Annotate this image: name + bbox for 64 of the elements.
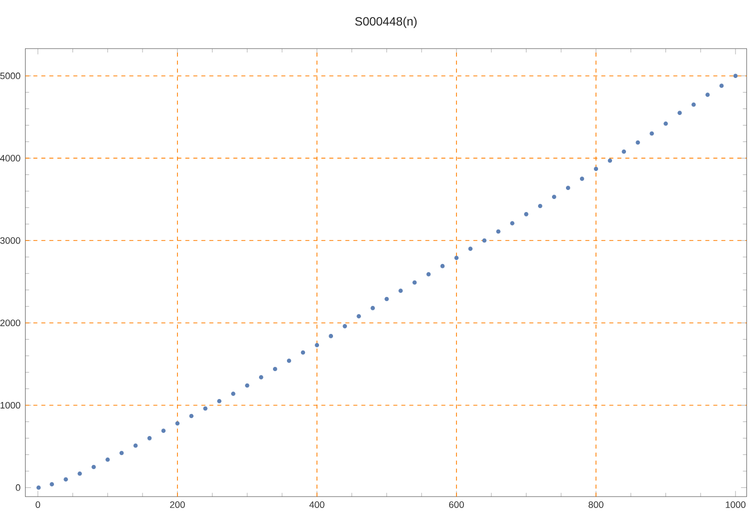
point	[78, 471, 82, 476]
point	[454, 256, 459, 260]
point	[272, 366, 278, 372]
y-tick-label: 2000	[0, 320, 20, 326]
point	[426, 272, 431, 276]
point	[678, 110, 682, 116]
x-tick-label: 1000	[726, 501, 746, 508]
x-tick-label: 0	[36, 501, 40, 508]
point	[147, 436, 152, 440]
point	[64, 477, 68, 482]
point	[245, 383, 250, 388]
point	[356, 314, 361, 318]
point	[482, 238, 487, 243]
point	[705, 92, 710, 97]
point	[692, 102, 696, 107]
point	[608, 158, 612, 163]
point	[650, 131, 654, 136]
x-tick-label: 200	[170, 501, 185, 508]
point	[328, 334, 334, 338]
point	[552, 194, 556, 200]
point	[510, 221, 514, 226]
point	[440, 264, 445, 268]
point	[719, 84, 724, 88]
point	[566, 186, 570, 190]
point	[370, 306, 375, 310]
point	[133, 443, 138, 448]
point	[217, 398, 222, 404]
point	[286, 358, 292, 363]
point	[50, 482, 54, 486]
point	[300, 350, 306, 355]
chart-title: S000448(n)	[355, 16, 417, 28]
point	[412, 280, 417, 285]
point	[636, 140, 640, 145]
point	[175, 421, 180, 426]
point	[538, 204, 542, 208]
point	[189, 414, 194, 418]
point	[733, 74, 738, 78]
point	[92, 464, 96, 470]
point	[231, 392, 236, 396]
point	[580, 176, 584, 181]
point	[622, 149, 626, 154]
point	[161, 428, 166, 433]
x-tick-label: 400	[309, 501, 324, 508]
point	[594, 166, 598, 172]
y-tick-label: 4000	[0, 154, 20, 162]
point	[342, 324, 347, 328]
point	[259, 375, 264, 380]
point	[203, 406, 208, 411]
y-tick-label: 1000	[0, 402, 20, 409]
y-tick-label: 5000	[0, 72, 20, 80]
point	[524, 212, 528, 216]
x-tick-label: 600	[449, 501, 464, 508]
x-tick-label: 800	[588, 501, 604, 508]
point	[398, 288, 403, 293]
point	[384, 296, 389, 302]
y-tick-label: 3000	[0, 237, 20, 244]
point	[119, 450, 124, 456]
y-tick-label: 0	[16, 484, 20, 491]
point	[496, 229, 500, 234]
point	[468, 246, 473, 251]
point	[106, 457, 110, 462]
point	[314, 342, 320, 348]
point	[36, 485, 41, 490]
point	[664, 121, 668, 126]
